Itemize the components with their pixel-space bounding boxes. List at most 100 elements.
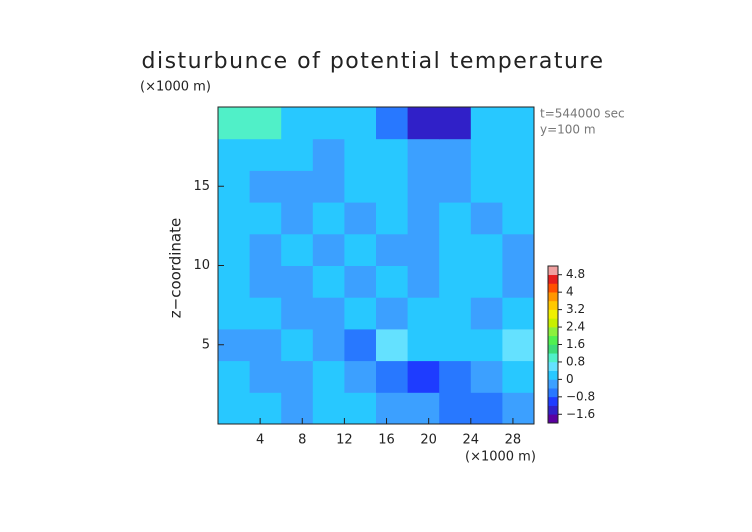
field-cell [470, 265, 503, 298]
field-cell [344, 297, 377, 330]
field-cell [502, 107, 535, 140]
field-cell [312, 392, 345, 425]
field-cell [281, 138, 314, 171]
colorbar-tick-label: −0.8 [566, 389, 595, 403]
field-cell [249, 170, 282, 203]
chart-title: disturbunce of potential temperature [142, 49, 605, 74]
field-cell [502, 392, 535, 425]
field-cell [376, 107, 409, 140]
field-cell [218, 202, 251, 235]
x-tick-label: 4 [256, 433, 264, 448]
field-cell [407, 297, 440, 330]
y-tick-label: 10 [193, 258, 210, 273]
colorbar-swatch [548, 396, 558, 406]
x-tick-label: 24 [463, 433, 480, 448]
field-cell [502, 202, 535, 235]
field-cell [312, 170, 345, 203]
y-tick-label: 5 [202, 337, 210, 352]
colorbar-swatch [548, 327, 558, 337]
field-cell [376, 360, 409, 393]
axes: 4 8 12 16 20 24 28 5 10 15 −1.6 −0.8 0 0.8 1.6 2.4 3.2 4 4… [193, 106, 595, 448]
field-cell [439, 233, 472, 266]
field-cell [312, 328, 345, 362]
x-unit: (×1000 m) [465, 450, 536, 465]
field-cell [281, 170, 314, 203]
colorbar-swatch [548, 344, 558, 354]
field-cell [376, 170, 409, 203]
x-tick-label: 8 [298, 433, 306, 448]
field-cell [344, 265, 377, 298]
field-cell [312, 138, 345, 171]
annotation: y=100 m [540, 123, 596, 137]
field-cell [344, 138, 377, 171]
x-tick-label: 16 [378, 433, 395, 448]
field-cell [312, 297, 345, 330]
x-tick-label: 28 [505, 433, 522, 448]
field-cell [281, 202, 314, 235]
field-cell [407, 138, 440, 171]
colorbar-swatch [548, 370, 558, 380]
field-cell [218, 233, 251, 266]
colorbar-swatch [548, 414, 558, 424]
field-cell [439, 202, 472, 235]
field-cell [439, 328, 472, 362]
field-cell [470, 360, 503, 393]
field-cell [439, 138, 472, 171]
colorbar-swatch [548, 335, 558, 345]
field-cell [249, 328, 282, 362]
field-cell [470, 202, 503, 235]
field-cell [312, 233, 345, 266]
field-cell [249, 138, 282, 171]
field-cell [439, 265, 472, 298]
field-cell [344, 107, 377, 140]
field-cell [376, 328, 409, 362]
colorbar-tick-label: 2.4 [566, 320, 585, 334]
field-cell [281, 392, 314, 425]
field-cell [344, 360, 377, 393]
field-cell [407, 265, 440, 298]
field-cell [502, 360, 535, 393]
field-cell [344, 170, 377, 203]
field-cell [344, 233, 377, 266]
field-cell [344, 202, 377, 235]
field-cell [470, 233, 503, 266]
colorbar-swatch [548, 300, 558, 310]
field-cell [470, 170, 503, 203]
field-cell [281, 233, 314, 266]
field-cell [218, 265, 251, 298]
field-cell [470, 107, 503, 140]
x-tick-label: 12 [336, 433, 353, 448]
colorbar-swatch [548, 266, 558, 276]
field-cell [281, 107, 314, 140]
field-cell [439, 170, 472, 203]
colorbar-swatch [548, 388, 558, 398]
colorbar-tick-label: 3.2 [566, 302, 585, 316]
colorbar-swatch [548, 361, 558, 371]
field-cell [344, 392, 377, 425]
colorbar-tick-label: 4.8 [566, 267, 585, 281]
field-cell [407, 360, 440, 393]
field-cell [344, 328, 377, 362]
field-cell [312, 265, 345, 298]
field-cell [407, 392, 440, 425]
field-cell [312, 202, 345, 235]
field-cell [218, 107, 251, 140]
field-cell [218, 392, 251, 425]
field-cell [281, 360, 314, 393]
field-cell [407, 233, 440, 266]
colorbar-tick-label: 4 [566, 285, 574, 299]
field-cell [218, 360, 251, 393]
field-cell [439, 360, 472, 393]
colorbar-tick-label: 1.6 [566, 337, 585, 351]
field-cell [249, 360, 282, 393]
colorbar-swatch [548, 309, 558, 319]
colorbar-tick-label: −1.6 [566, 407, 595, 421]
field-cell [407, 202, 440, 235]
field-cell [470, 392, 503, 425]
field-cell [249, 202, 282, 235]
field-cell [376, 392, 409, 425]
field-cell [376, 202, 409, 235]
colorbar-swatch [548, 292, 558, 302]
field-cell [439, 392, 472, 425]
field-cell [407, 170, 440, 203]
